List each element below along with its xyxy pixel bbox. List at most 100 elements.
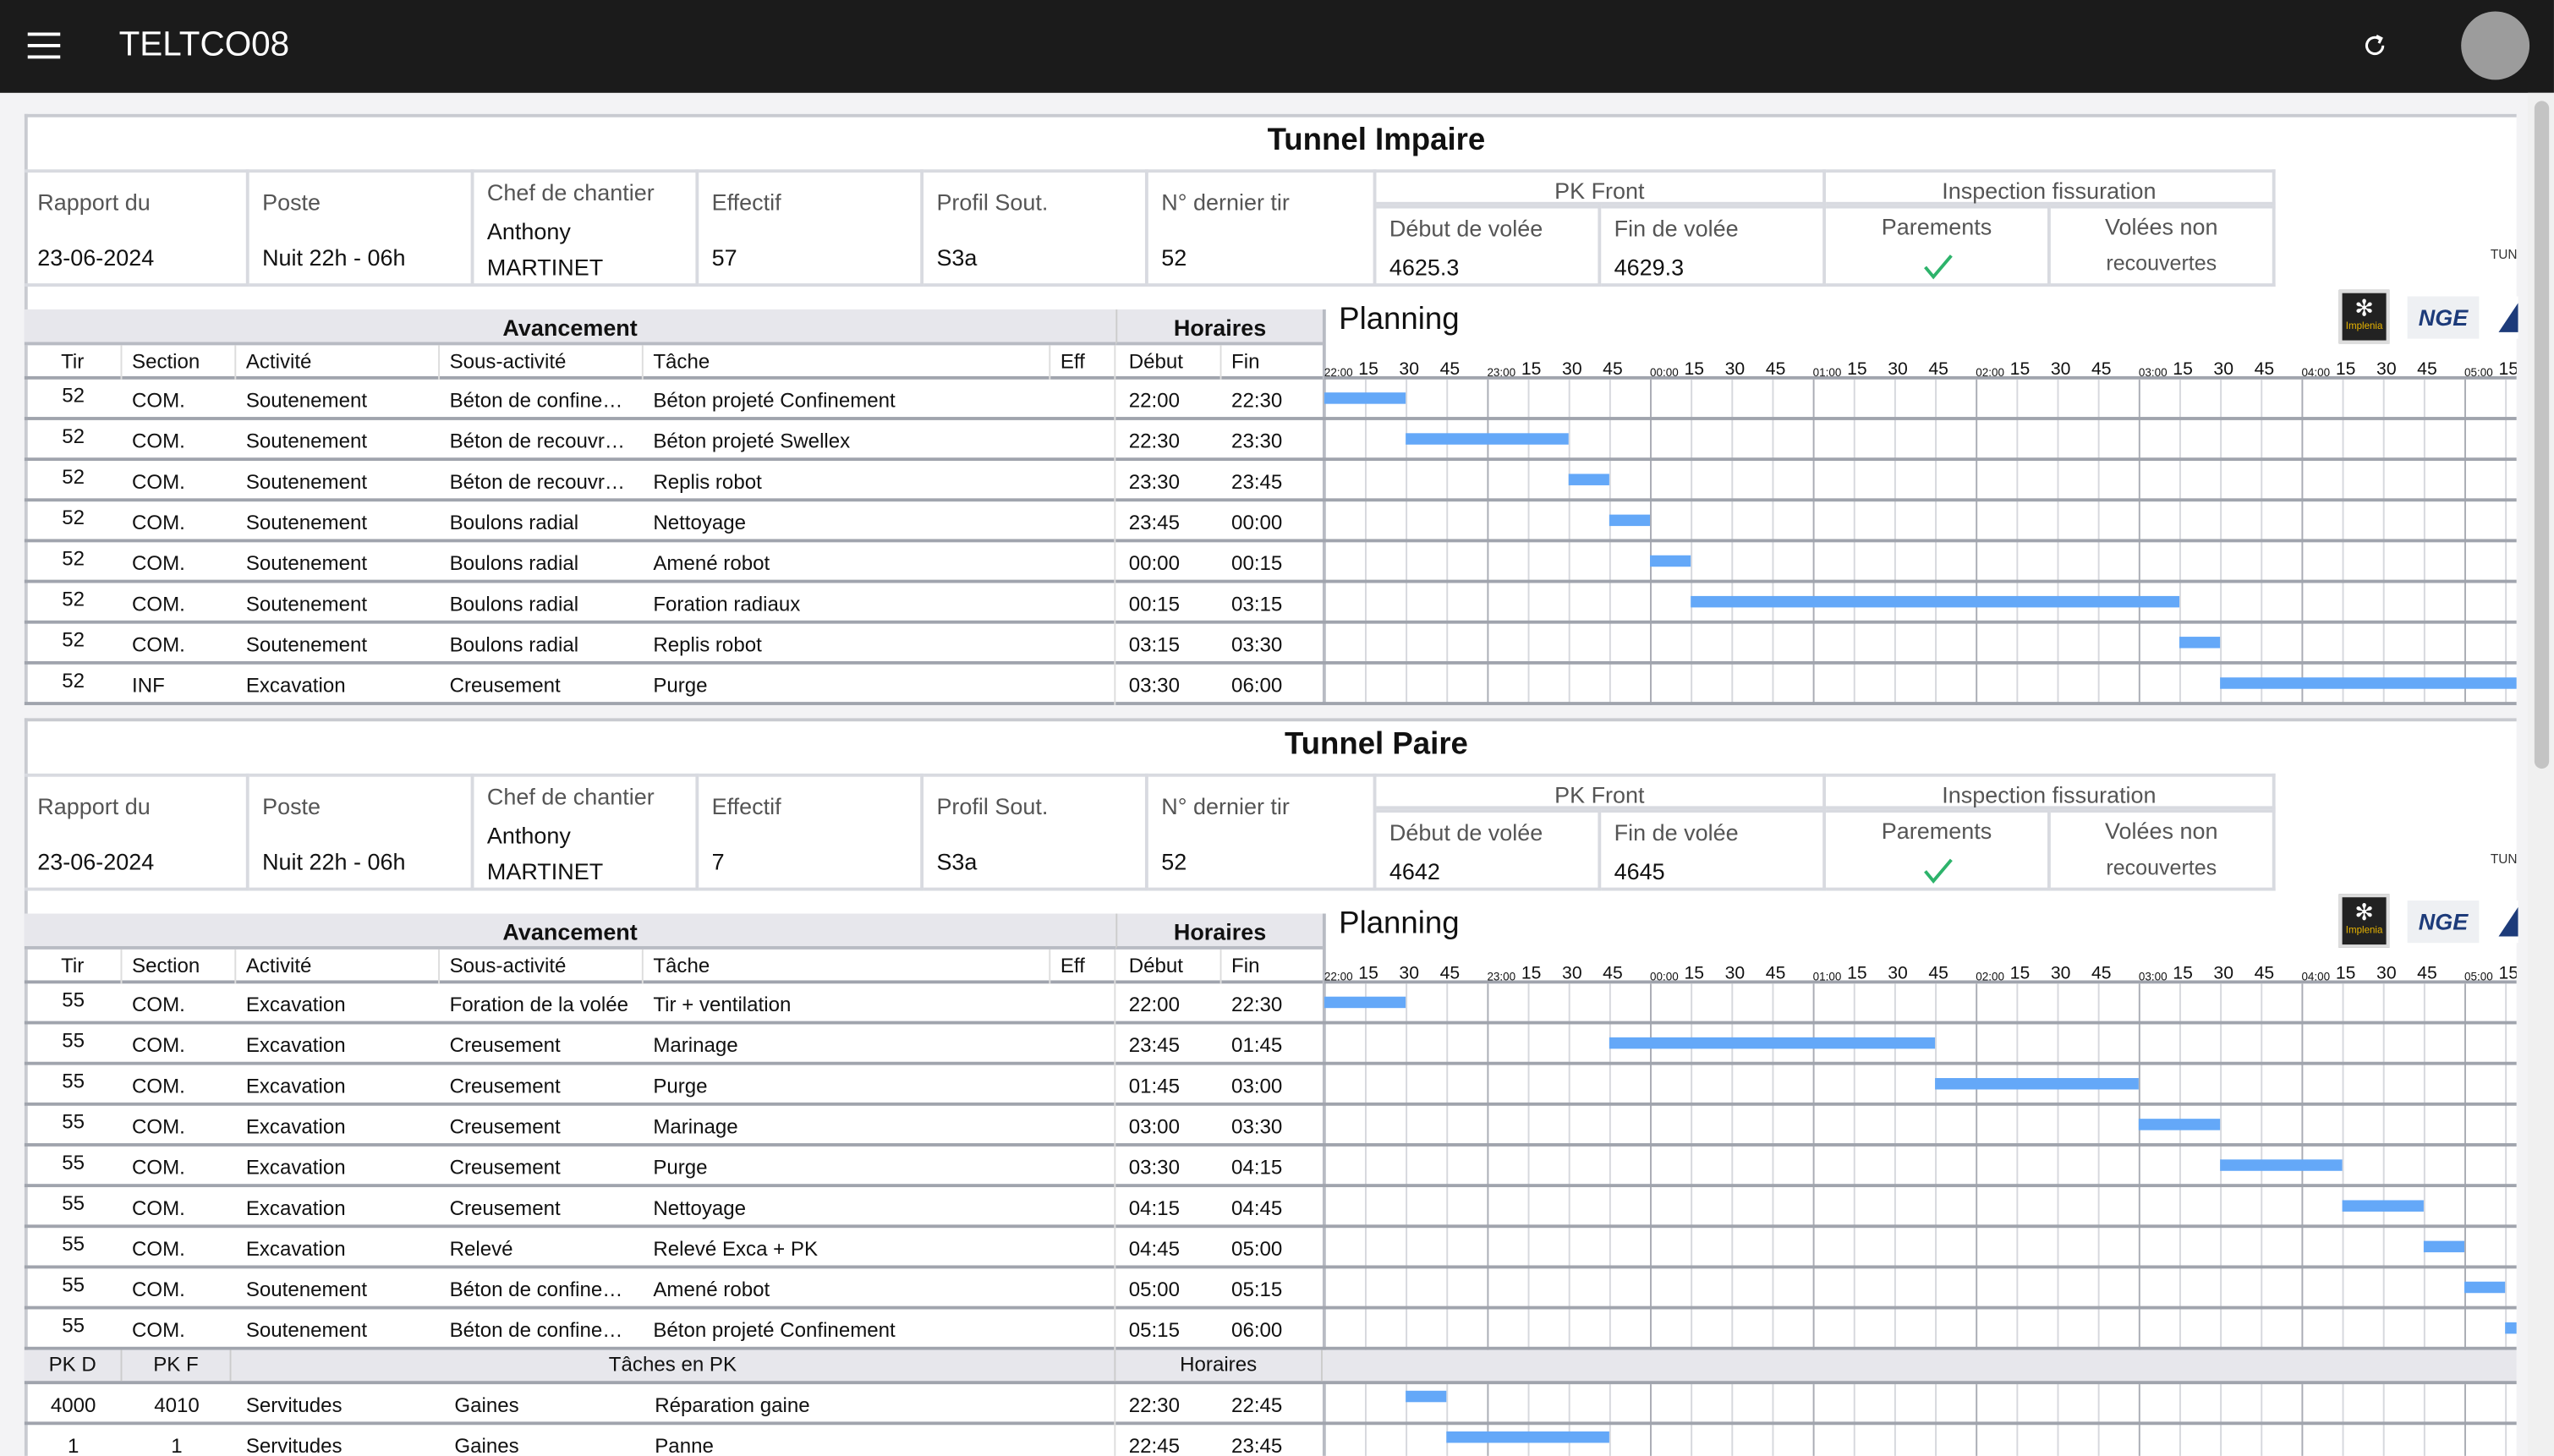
info-poste: Poste Nuit 22h - 06h [249,773,474,891]
time-tick: 22:00 [1324,368,1353,380]
info-value: S3a [936,848,978,875]
table-row: 55 COM. Soutenement Béton de confine… Béton … [24,1309,2517,1350]
cell-debut: 05:00 [1128,1278,1180,1301]
info-label: Rapport du [37,189,151,216]
time-tick: 15 [1684,359,1705,380]
cell-tache: Béton projeté Swellex [653,430,851,453]
app-title: TELTCO08 [118,25,290,64]
grid-line [1650,983,1652,1456]
cell-activite: Soutenement [245,1319,368,1343]
time-tick: 15 [1521,359,1542,380]
time-tick: 22:00 [1324,972,1353,984]
partner-logo [2495,296,2518,339]
parements-label: Parements [1881,213,1992,240]
grid-line [2423,983,2425,1456]
refresh-icon[interactable] [2359,30,2392,63]
pk-cell: 22:45 [1231,1393,1283,1417]
pk-front-label: PK Front [1554,177,1645,204]
table-row: 55 COM. Excavation Creusement Marinage 03:00 0… [24,1105,2517,1147]
gantt-bar [1609,514,1651,527]
cell-debut: 03:00 [1128,1115,1180,1139]
info-value: 23-06-2024 [37,244,155,271]
cell-debut: 01:45 [1128,1075,1180,1098]
info-label: Chef de chantier [486,178,655,205]
cell-tache: Amené robot [653,1278,770,1301]
cell-activite: Soutenement [245,470,368,494]
avatar[interactable] [2461,11,2530,80]
parements-cell: Parements [1826,809,2051,892]
grid-line [2179,983,2181,1456]
grid-line [2382,983,2385,1456]
pk-fin_volee: Fin de volée 4629.3 [1601,205,1827,287]
grid-line [1568,983,1570,1456]
cell-fin: 23:30 [1231,430,1283,453]
cell-activite: Excavation [245,1196,346,1220]
info-chef: Chef de chantier Anthony MARTINET [474,169,699,287]
pk-column-header: PK D [25,1349,123,1382]
grid-line [1609,983,1611,1456]
column-header-tâche: Tâche [653,949,1051,984]
column-header-row: Tir Section Activité Sous-activité Tâche Eff D… [24,345,1323,380]
cell-debut: 03:30 [1128,674,1180,698]
section-title: Tunnel Impaire [1267,123,1486,158]
cell-tir: 52 [62,465,85,489]
pk-label: Début de volée [1389,215,1543,242]
divider [1114,664,1116,705]
cell-tache: Foration radiaux [653,593,801,616]
time-tick: 23:00 [1487,368,1516,380]
cell-fin: 23:45 [1231,470,1283,494]
pk-cell: Gaines [454,1434,519,1456]
parements-cell: Parements [1826,205,2051,287]
parements-label: Parements [1881,817,1992,844]
grid-line [1568,379,1570,705]
time-tick: 30 [1562,359,1582,380]
info-value: 52 [1161,244,1187,271]
time-tick: 02:00 [1976,368,2005,380]
cell-section: COM. [132,1075,185,1098]
grid-line [2301,983,2304,1456]
cell-tache: Replis robot [653,470,762,494]
cell-section: COM. [132,551,185,575]
cell-tir: 52 [62,628,85,652]
grid-line [1976,379,1978,705]
grid-line [2342,983,2344,1456]
info-label: Effectif [711,792,781,819]
section-title: Tunnel Paire [1285,727,1468,763]
grid-line [1364,379,1367,705]
table-row: 52 COM. Soutenement Béton de recouvr… Replis… [24,461,2517,502]
scrollbar-thumb[interactable] [2534,101,2550,769]
grid-line [2097,983,2100,1456]
cell-debut: 00:15 [1128,593,1180,616]
cell-fin: 06:00 [1231,1319,1283,1343]
pk-cell: 23:45 [1231,1434,1283,1456]
chef-first-name: Anthony [486,822,571,849]
cell-tir: 55 [62,1110,85,1134]
time-tick: 45 [1765,964,1786,984]
cell-debut: 03:30 [1128,1156,1180,1180]
time-tick: 23:00 [1487,972,1516,984]
divider [1114,1228,1116,1269]
table-row: 55 COM. Excavation Creusement Marinage 23:45 0… [24,1024,2517,1065]
cell-tir: 52 [62,588,85,611]
info-value: 52 [1161,848,1187,875]
time-tick: 15 [1847,359,1867,380]
hamburger-icon[interactable] [27,32,61,59]
column-header-tir: Tir [25,345,123,380]
cell-fin: 01:45 [1231,1034,1283,1057]
divider [1114,379,1116,420]
grid-line [1731,379,1734,705]
checkmark-icon [1922,858,1955,892]
time-tick: 15 [2009,359,2031,380]
info-effectif: Effectif 7 [699,773,924,891]
grid-line [1527,379,1530,705]
pk-value: 4645 [1614,858,1665,884]
info-label: Profil Sout. [936,792,1049,819]
table-row: 55 COM. Soutenement Béton de confine… Amené … [24,1268,2517,1310]
time-tick: 45 [2091,964,2112,984]
time-tick: 15 [1521,964,1542,984]
pk-column-header: Horaires [1115,1349,1323,1382]
pk-front-group: PK Front [1376,169,1827,205]
cell-sous-activite: Béton de recouvr… [449,470,626,494]
cell-tir: 55 [62,988,85,1012]
divider [1114,1425,1116,1456]
